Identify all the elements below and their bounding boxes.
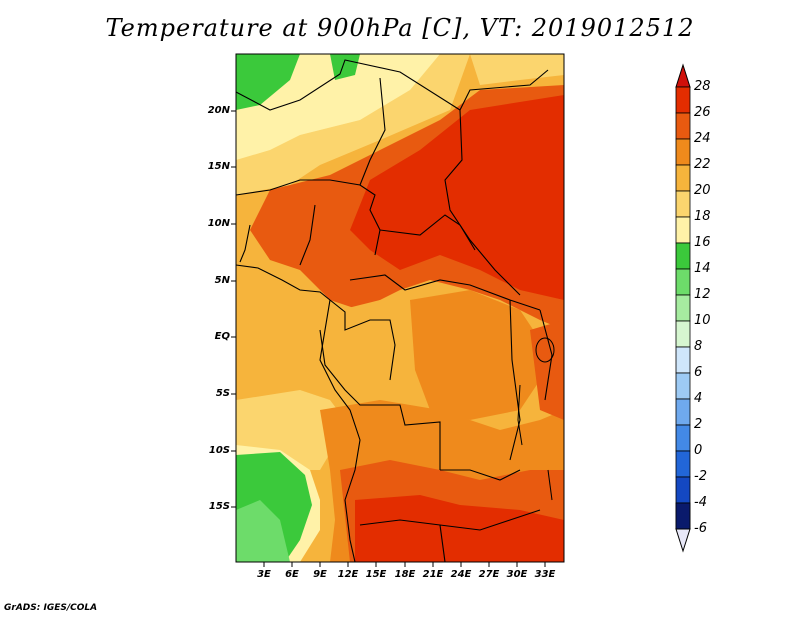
- colorbar-swatch: [675, 294, 691, 322]
- colorbar-label: 4: [694, 391, 703, 406]
- lat-label-15s: 15S: [208, 501, 230, 512]
- colorbar-swatch: [675, 164, 691, 192]
- country-borders: [235, 59, 553, 563]
- colorbar-swatch: [675, 502, 691, 530]
- colorbar-swatch: [675, 320, 691, 348]
- lat-label-eq: EQ: [214, 331, 230, 342]
- colorbar-swatch: [675, 268, 691, 296]
- temperature-field: [236, 54, 564, 562]
- lat-label-20n: 20N: [207, 105, 230, 116]
- colorbar-swatch: [675, 424, 691, 452]
- lon-label-6e: 6E: [285, 569, 299, 580]
- colorbar-label: 12: [694, 287, 711, 302]
- colorbar-label: 18: [694, 209, 711, 224]
- field-congo-west: [335, 300, 420, 390]
- colorbar-label: 14: [694, 261, 711, 276]
- border-car: [379, 214, 476, 251]
- colorbar-swatch: [675, 450, 691, 478]
- colorbar-label: 20: [694, 183, 711, 198]
- field-congo-east: [410, 290, 540, 420]
- colorbar-label: 26: [694, 105, 711, 120]
- colorbar-swatch: [675, 476, 691, 504]
- colorbar-label: -6: [694, 521, 707, 536]
- y-ticks: [231, 110, 236, 508]
- lake-tanganyika: [517, 384, 523, 446]
- colorbar-label: 2: [694, 417, 703, 432]
- border-west-coast: [239, 224, 251, 263]
- colorbar-swatch: [675, 190, 691, 218]
- lon-label-21e: 21E: [422, 569, 444, 580]
- lon-label-18e: 18E: [394, 569, 416, 580]
- colorbar-swatch: [675, 242, 691, 270]
- border-niger: [359, 77, 386, 186]
- colorbar-swatch: [675, 138, 691, 166]
- lon-label-30e: 30E: [506, 569, 528, 580]
- colorbar-label: -2: [694, 469, 707, 484]
- lon-label-24e: 24E: [450, 569, 472, 580]
- lat-label-10n: 10N: [207, 218, 230, 229]
- colorbar-swatch: [675, 372, 691, 400]
- colorbar-label: 6: [694, 365, 703, 380]
- lon-label-15e: 15E: [365, 569, 387, 580]
- lon-label-12e: 12E: [337, 569, 359, 580]
- border-zambia: [440, 469, 521, 481]
- field-green-n: [330, 54, 360, 80]
- lake-malawi: [547, 469, 553, 501]
- field-ne-mild: [470, 54, 564, 85]
- coast-atlantic: [319, 299, 361, 563]
- border-kenya-tanzania: [539, 309, 553, 401]
- border-libya-egypt: [459, 69, 549, 111]
- colorbar-label: 0: [694, 443, 703, 458]
- grads-credit: GrADS: IGES/COLA: [4, 603, 98, 613]
- colorbar-label: 28: [694, 79, 711, 94]
- colorbar-label: 22: [694, 157, 711, 172]
- x-ticks: [263, 562, 546, 567]
- field-green-sw-light: [236, 500, 290, 562]
- lon-label-33e: 33E: [534, 569, 556, 580]
- coast-gulf-guinea: [235, 264, 331, 301]
- colorbar-label: 16: [694, 235, 711, 250]
- field-green-nw: [236, 54, 300, 110]
- border-namibia-botswana: [359, 509, 541, 531]
- border-angola-drc: [319, 329, 441, 470]
- lake-victoria: [535, 337, 555, 363]
- colorbar-under-triangle: [675, 528, 691, 553]
- lon-label-3e: 3E: [257, 569, 271, 580]
- colorbar-swatch: [675, 216, 691, 244]
- lakes: [517, 337, 555, 501]
- lon-label-9e: 9E: [313, 569, 327, 580]
- lat-label-5s: 5S: [215, 388, 230, 399]
- colorbar-swatch: [675, 398, 691, 426]
- field-gulf-guinea: [236, 260, 330, 395]
- border-nigeria-north: [235, 179, 381, 256]
- map-title: Temperature at 900hPa [C], VT: 201901251…: [105, 14, 695, 42]
- colorbar: [675, 63, 691, 553]
- border-botswana-south: [439, 524, 446, 563]
- border-benin: [299, 204, 316, 266]
- colorbar-swatch: [675, 346, 691, 374]
- border-congo: [329, 299, 396, 381]
- colorbar-label: 10: [694, 313, 711, 328]
- border-north-1: [235, 59, 461, 111]
- colorbar-over-triangle: [675, 63, 691, 88]
- colorbar-label: 8: [694, 339, 703, 354]
- plot-frame: [235, 53, 565, 563]
- colorbar-label: 24: [694, 131, 711, 146]
- colorbar-label: -4: [694, 495, 707, 510]
- border-chad-sudan: [444, 109, 521, 296]
- lat-label-15n: 15N: [207, 161, 230, 172]
- field-hottest-core: [350, 95, 564, 300]
- field-east-lakes: [530, 320, 564, 420]
- lat-label-10s: 10S: [208, 445, 230, 456]
- lon-label-27e: 27E: [478, 569, 500, 580]
- colorbar-swatch: [675, 86, 691, 114]
- lat-label-5n: 5N: [214, 275, 230, 286]
- border-great-lakes: [509, 299, 521, 461]
- colorbar-swatch: [675, 112, 691, 140]
- field-south-hottest: [355, 495, 564, 562]
